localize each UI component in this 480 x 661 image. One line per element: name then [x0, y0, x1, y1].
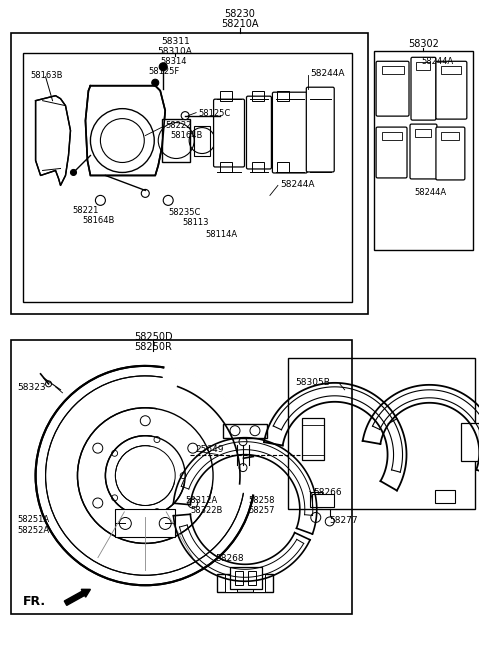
Wedge shape	[145, 366, 257, 495]
Text: 58302: 58302	[408, 39, 439, 49]
Bar	[277, 91, 289, 100]
Text: 58322B: 58322B	[190, 506, 223, 516]
FancyBboxPatch shape	[436, 127, 465, 180]
Bar	[277, 163, 289, 173]
Bar	[461, 423, 480, 461]
Text: 58252A: 58252A	[18, 526, 50, 535]
FancyBboxPatch shape	[411, 58, 436, 120]
FancyBboxPatch shape	[273, 92, 307, 173]
Bar	[416, 129, 432, 137]
Text: 58244A: 58244A	[421, 57, 454, 66]
Text: 58277: 58277	[330, 516, 359, 525]
Circle shape	[163, 196, 173, 206]
Circle shape	[96, 196, 106, 206]
Circle shape	[159, 63, 167, 71]
Bar	[312, 494, 334, 508]
Bar	[11, 340, 352, 614]
Bar	[253, 574, 265, 592]
Text: 58250D: 58250D	[134, 332, 173, 342]
FancyBboxPatch shape	[306, 87, 334, 172]
Bar	[382, 132, 402, 139]
Text: 58244A: 58244A	[310, 69, 344, 78]
Text: FR.: FR.	[23, 596, 46, 608]
Text: 58244A: 58244A	[415, 188, 446, 198]
Text: 58314: 58314	[160, 57, 187, 66]
Bar	[252, 91, 264, 100]
Text: 58125C: 58125C	[198, 108, 230, 118]
Polygon shape	[36, 96, 71, 186]
Bar	[220, 163, 232, 173]
Text: 58310A: 58310A	[158, 47, 192, 56]
Text: 25649: 25649	[195, 445, 224, 453]
FancyBboxPatch shape	[376, 61, 409, 116]
Bar	[442, 65, 461, 74]
Bar	[373, 51, 473, 251]
Text: 58113: 58113	[182, 218, 209, 227]
Text: 58257: 58257	[248, 506, 275, 516]
FancyBboxPatch shape	[247, 97, 271, 169]
Circle shape	[152, 79, 159, 86]
Text: 58244A: 58244A	[280, 180, 314, 190]
Bar	[417, 61, 431, 70]
Bar	[288, 358, 475, 510]
Text: 58164B: 58164B	[83, 216, 115, 225]
Circle shape	[71, 169, 76, 175]
Bar	[310, 492, 322, 508]
Bar	[442, 132, 459, 139]
Bar	[248, 571, 256, 585]
Bar	[23, 53, 352, 302]
Text: 58230: 58230	[225, 9, 255, 19]
Text: 58235C: 58235C	[168, 208, 201, 217]
Bar	[235, 571, 243, 585]
Circle shape	[141, 190, 149, 198]
Text: 58312A: 58312A	[185, 496, 217, 504]
FancyBboxPatch shape	[376, 127, 407, 178]
Text: 58210A: 58210A	[221, 19, 259, 29]
FancyBboxPatch shape	[436, 61, 467, 119]
Bar	[220, 91, 232, 100]
FancyBboxPatch shape	[214, 99, 244, 167]
Text: 58222: 58222	[165, 120, 192, 130]
Text: 58251A: 58251A	[18, 516, 50, 524]
Bar	[162, 118, 190, 163]
Text: 58250R: 58250R	[134, 342, 172, 352]
Bar	[225, 574, 237, 592]
Bar	[382, 65, 404, 74]
Text: 58268: 58268	[215, 555, 244, 563]
Text: 58221: 58221	[72, 206, 99, 215]
Text: 58323: 58323	[18, 383, 46, 392]
Bar	[252, 163, 264, 173]
Text: 58258: 58258	[248, 496, 275, 504]
FancyArrow shape	[64, 590, 90, 605]
Bar	[217, 574, 273, 592]
Bar	[302, 418, 324, 459]
Text: 58305B: 58305B	[295, 378, 330, 387]
Bar	[11, 33, 368, 314]
Text: 58114A: 58114A	[205, 230, 237, 239]
Text: 58164B: 58164B	[170, 131, 203, 139]
Text: 58125F: 58125F	[148, 67, 180, 76]
Text: 58266: 58266	[313, 488, 341, 496]
Circle shape	[181, 112, 189, 120]
Bar	[230, 567, 262, 589]
Text: 58311: 58311	[161, 37, 190, 46]
FancyBboxPatch shape	[410, 124, 437, 179]
Text: 58163B: 58163B	[31, 71, 63, 80]
Bar	[115, 510, 175, 537]
Bar	[194, 126, 210, 155]
Bar	[223, 424, 267, 438]
Bar	[435, 490, 456, 504]
Polygon shape	[85, 86, 165, 175]
